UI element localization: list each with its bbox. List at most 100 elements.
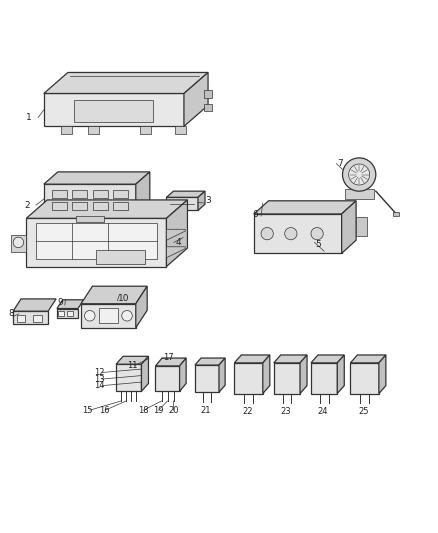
Polygon shape [166, 197, 198, 211]
Polygon shape [88, 126, 99, 134]
Circle shape [343, 158, 376, 191]
Text: 18: 18 [138, 406, 148, 415]
Text: 3: 3 [205, 196, 211, 205]
Polygon shape [26, 219, 166, 266]
Polygon shape [180, 358, 186, 391]
Circle shape [122, 311, 132, 321]
Polygon shape [33, 314, 42, 322]
Text: 23: 23 [280, 407, 291, 416]
Text: 7: 7 [337, 159, 343, 168]
Polygon shape [219, 358, 225, 392]
Polygon shape [345, 189, 374, 199]
Polygon shape [58, 311, 64, 317]
Text: 14: 14 [94, 381, 105, 390]
Text: 21: 21 [201, 406, 211, 415]
Polygon shape [350, 363, 379, 393]
Polygon shape [116, 364, 141, 391]
Polygon shape [81, 304, 136, 328]
Polygon shape [76, 216, 103, 222]
Polygon shape [44, 172, 150, 184]
Polygon shape [274, 363, 300, 393]
Text: 20: 20 [168, 406, 179, 415]
Text: 24: 24 [318, 407, 328, 416]
Polygon shape [61, 126, 72, 134]
Polygon shape [116, 356, 148, 364]
Circle shape [311, 228, 323, 240]
Polygon shape [72, 202, 88, 209]
Polygon shape [204, 103, 212, 111]
Polygon shape [136, 172, 150, 214]
Polygon shape [140, 126, 151, 134]
Polygon shape [17, 314, 25, 322]
Polygon shape [254, 201, 356, 214]
Text: 9: 9 [58, 298, 64, 308]
Polygon shape [311, 355, 344, 363]
Circle shape [349, 164, 370, 185]
Circle shape [285, 228, 297, 240]
Polygon shape [337, 355, 344, 393]
Polygon shape [379, 355, 386, 393]
Text: 11: 11 [127, 361, 138, 370]
Polygon shape [356, 216, 367, 236]
Polygon shape [175, 126, 186, 134]
Text: 5: 5 [315, 240, 321, 249]
Text: 22: 22 [242, 407, 252, 416]
Polygon shape [184, 72, 208, 126]
Polygon shape [92, 190, 108, 198]
Polygon shape [13, 299, 56, 311]
Polygon shape [393, 212, 399, 216]
Polygon shape [92, 202, 108, 209]
Polygon shape [72, 190, 88, 198]
Polygon shape [52, 202, 67, 209]
Polygon shape [263, 355, 270, 393]
Polygon shape [44, 72, 208, 93]
Polygon shape [311, 363, 337, 393]
Polygon shape [13, 311, 48, 324]
Text: 19: 19 [153, 406, 163, 415]
Polygon shape [136, 286, 147, 328]
Text: 25: 25 [358, 407, 368, 416]
Polygon shape [57, 300, 84, 309]
Polygon shape [166, 200, 187, 266]
Polygon shape [234, 363, 263, 393]
Text: 13: 13 [94, 375, 105, 384]
Polygon shape [44, 93, 184, 126]
Polygon shape [113, 202, 128, 209]
Polygon shape [234, 355, 270, 363]
Text: 1: 1 [26, 113, 32, 122]
Text: 8: 8 [9, 309, 14, 318]
Polygon shape [155, 366, 180, 391]
Text: 2: 2 [24, 201, 30, 209]
Polygon shape [300, 355, 307, 393]
Circle shape [13, 237, 24, 248]
Polygon shape [141, 356, 148, 391]
Polygon shape [342, 201, 356, 253]
Polygon shape [26, 200, 187, 219]
Text: 4: 4 [175, 238, 181, 247]
Text: 16: 16 [99, 406, 110, 415]
Circle shape [261, 228, 273, 240]
Text: 15: 15 [82, 406, 93, 415]
Polygon shape [195, 365, 219, 392]
Circle shape [85, 311, 95, 321]
Polygon shape [67, 311, 73, 317]
Polygon shape [166, 229, 185, 240]
Polygon shape [57, 309, 78, 318]
Polygon shape [350, 355, 386, 363]
Polygon shape [166, 247, 185, 258]
Polygon shape [198, 191, 205, 211]
Polygon shape [113, 190, 128, 198]
Polygon shape [254, 214, 342, 253]
Polygon shape [274, 355, 307, 363]
Polygon shape [204, 91, 212, 98]
Text: 10: 10 [118, 294, 130, 303]
Polygon shape [155, 358, 186, 366]
Polygon shape [166, 191, 205, 197]
Polygon shape [81, 286, 147, 304]
Polygon shape [96, 250, 145, 264]
Polygon shape [36, 223, 157, 259]
Polygon shape [74, 100, 153, 122]
Polygon shape [11, 235, 26, 252]
Text: 12: 12 [94, 368, 105, 377]
Polygon shape [44, 184, 136, 214]
